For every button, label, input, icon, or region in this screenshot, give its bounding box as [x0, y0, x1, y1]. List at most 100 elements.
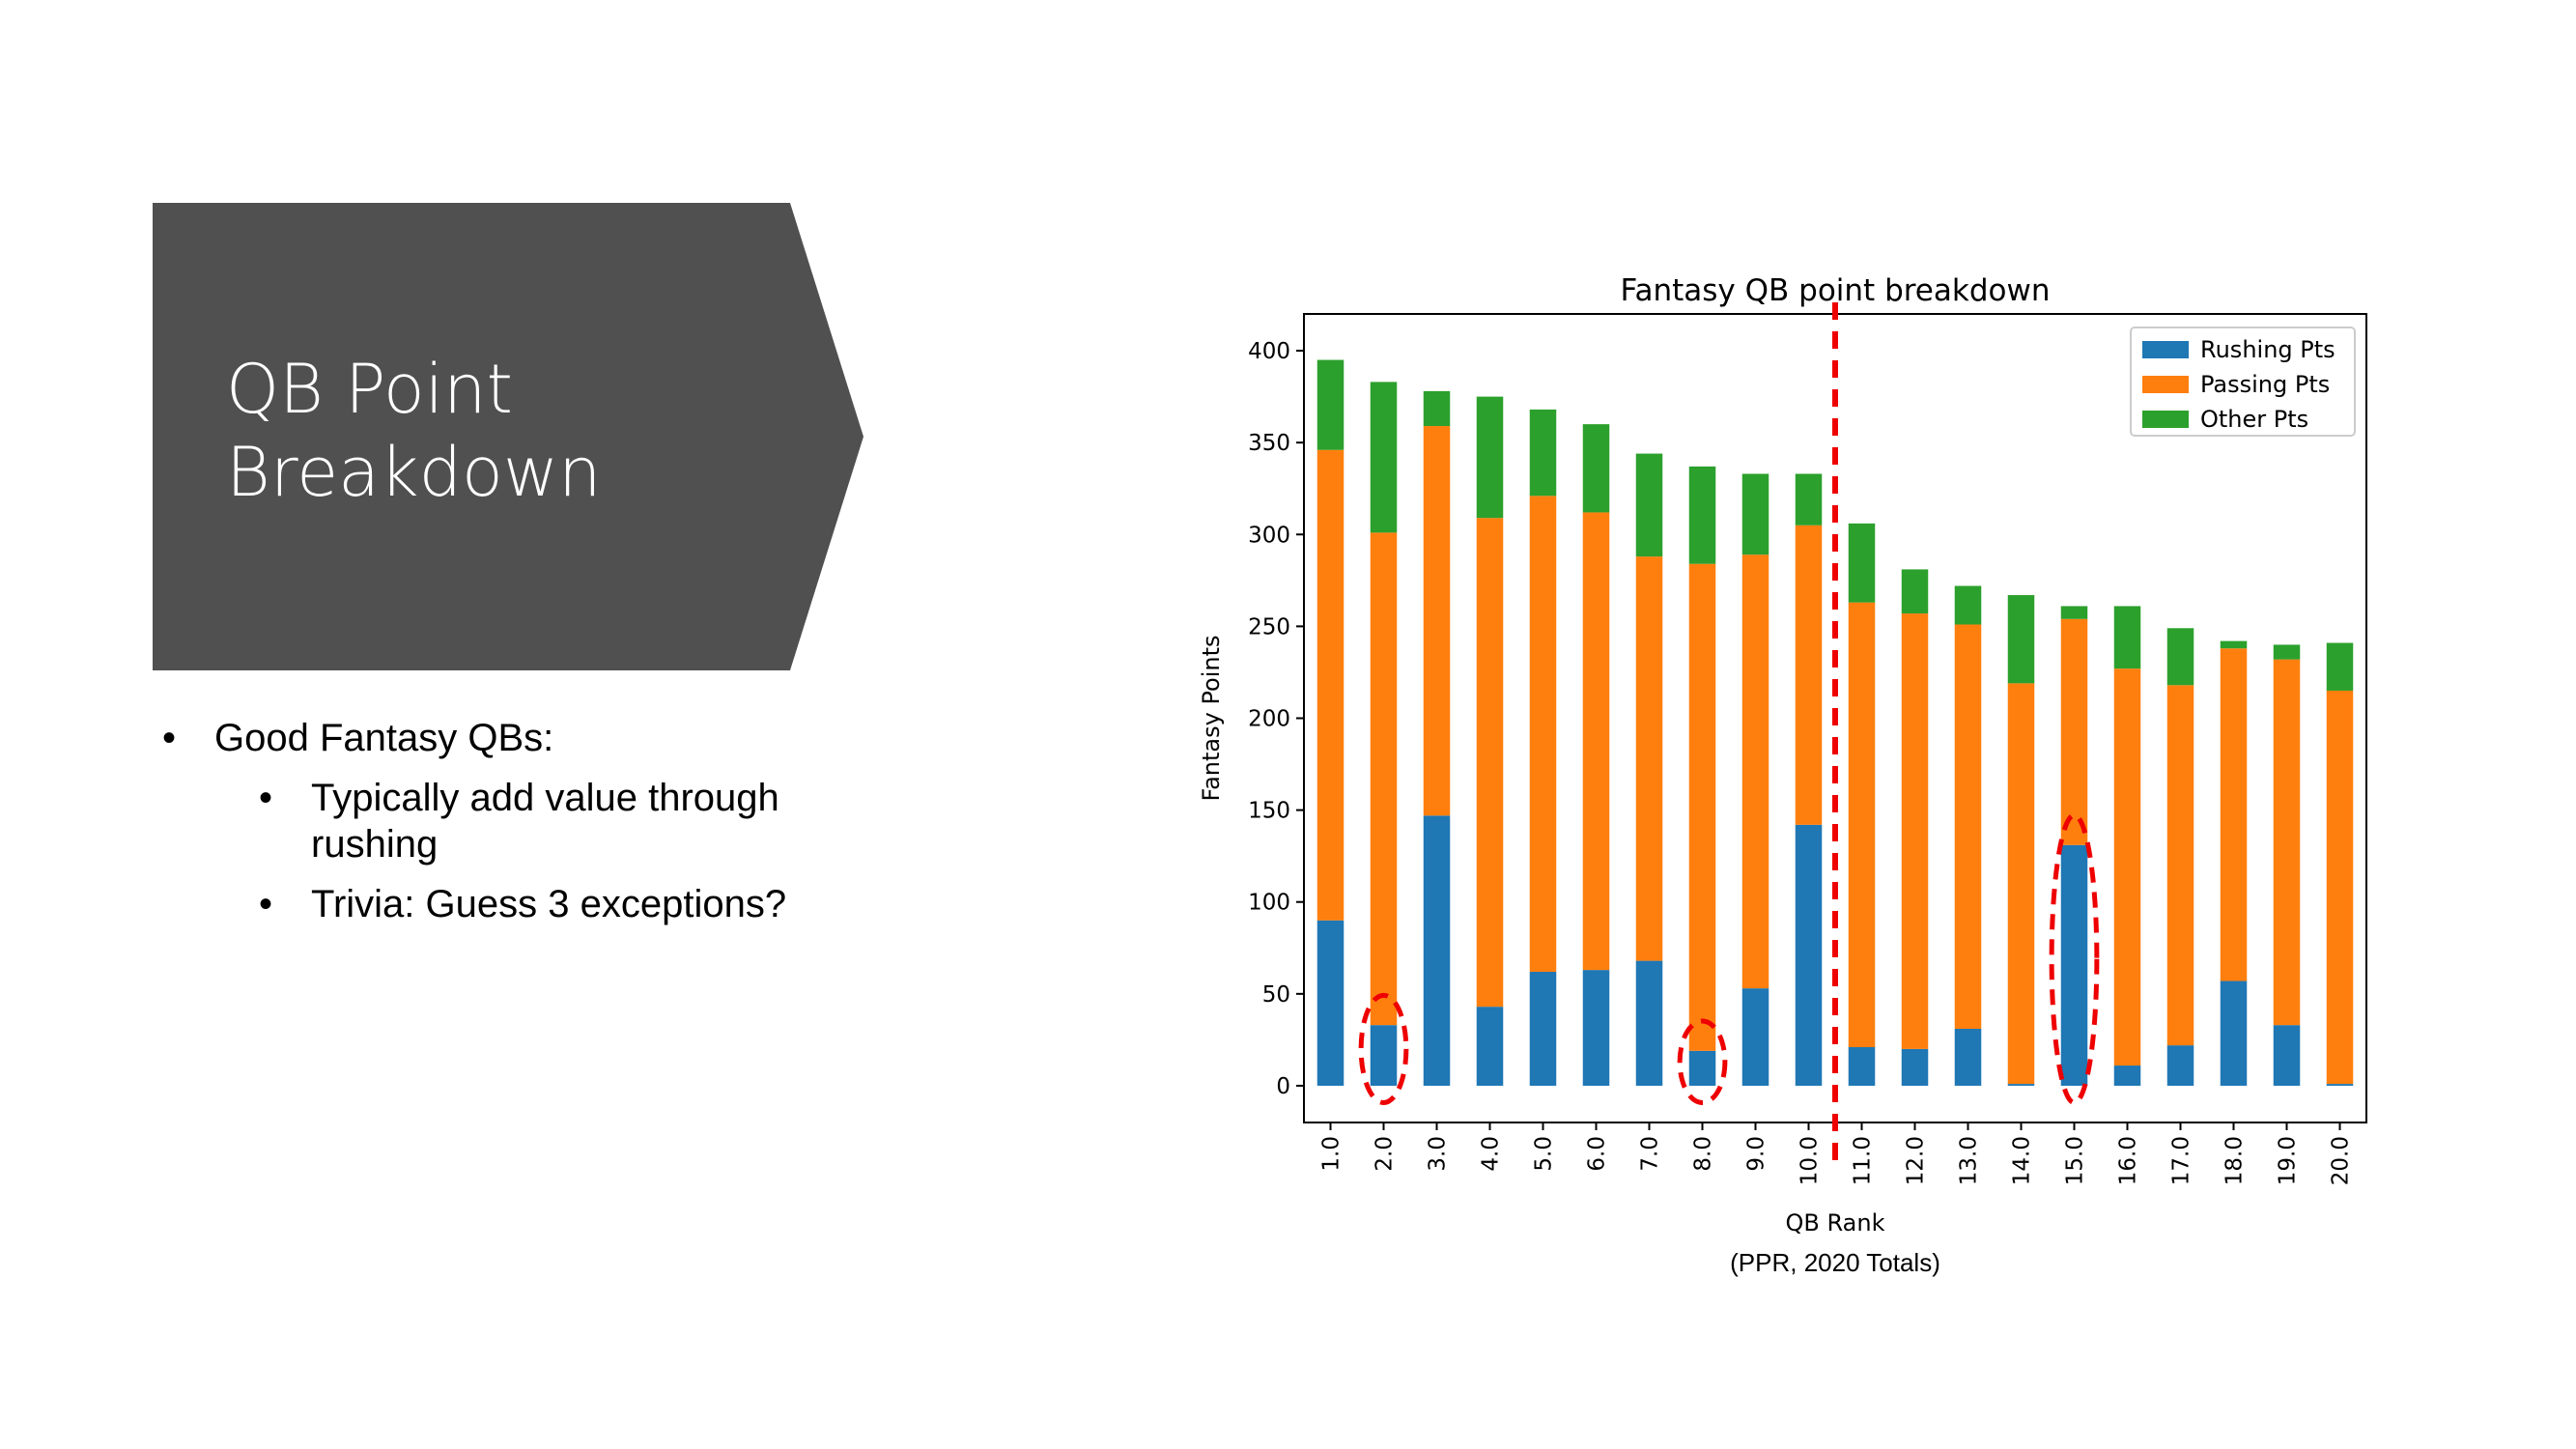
bar-other-pts: [1582, 424, 1610, 513]
bar-passing-pts: [1582, 512, 1610, 971]
slide-title-line1: QB Point: [226, 350, 513, 429]
x-tick-label: 9.0: [1744, 1136, 1769, 1172]
bullet-text-continuation: rushing: [311, 823, 439, 866]
chart-svg: Fantasy QB point breakdown05010015020025…: [1198, 273, 2367, 1277]
bullet-glyph: •: [259, 883, 273, 925]
bar-rushing-pts: [2326, 1084, 2354, 1086]
x-tick-label: 3.0: [1426, 1136, 1451, 1172]
x-tick-label: 5.0: [1532, 1136, 1557, 1172]
x-axis-label: QB Rank: [1786, 1209, 1885, 1236]
bar-rushing-pts: [1316, 920, 1345, 1086]
bar-passing-pts: [2166, 685, 2194, 1046]
y-tick-label: 0: [1276, 1074, 1290, 1099]
bar-other-pts: [1635, 453, 1663, 557]
bar-rushing-pts: [1476, 1007, 1504, 1086]
x-tick-label: 15.0: [2063, 1136, 2088, 1185]
x-tick-label: 11.0: [1851, 1136, 1876, 1185]
legend-swatch: [2142, 376, 2189, 393]
legend-swatch: [2142, 411, 2189, 428]
bar-rushing-pts: [1901, 1048, 1929, 1086]
bar-rushing-pts: [1954, 1028, 1982, 1086]
y-tick-label: 400: [1248, 339, 1290, 364]
bar-other-pts: [1848, 523, 1876, 603]
legend-label: Other Pts: [2200, 406, 2308, 433]
x-tick-label: 2.0: [1373, 1136, 1398, 1172]
y-tick-label: 100: [1248, 891, 1290, 916]
sub-bullet-item: • Trivia: Guess 3 exceptions?: [158, 881, 892, 927]
y-tick-label: 250: [1248, 614, 1290, 639]
bar-rushing-pts: [2273, 1025, 2301, 1086]
bar-rushing-pts: [1688, 1050, 1716, 1086]
bar-passing-pts: [1741, 554, 1769, 989]
bar-rushing-pts: [2220, 980, 2248, 1086]
bar-other-pts: [1901, 569, 1929, 614]
title-banner-shape: [153, 203, 863, 670]
y-tick-label: 150: [1248, 799, 1290, 824]
x-tick-label: 17.0: [2169, 1136, 2194, 1185]
bar-other-pts: [2060, 606, 2088, 619]
chart-caption: (PPR, 2020 Totals): [1730, 1248, 1940, 1277]
bar-rushing-pts: [1795, 824, 1823, 1086]
exception-circle: [2049, 812, 2100, 1105]
bar-passing-pts: [1901, 613, 1929, 1049]
bar-rushing-pts: [2060, 844, 2088, 1086]
x-tick-label: 20.0: [2329, 1136, 2354, 1185]
bar-other-pts: [1741, 473, 1769, 555]
bar-passing-pts: [1688, 563, 1716, 1051]
bar-passing-pts: [1529, 496, 1557, 973]
x-tick-label: 14.0: [2010, 1136, 2035, 1185]
y-tick-label: 200: [1248, 707, 1290, 732]
bar-other-pts: [1688, 466, 1716, 564]
bar-passing-pts: [2007, 683, 2035, 1085]
bullet-list: • Good Fantasy QBs: • Typically add valu…: [158, 715, 892, 941]
bar-passing-pts: [2113, 668, 2141, 1066]
bar-other-pts: [2273, 644, 2301, 660]
slide-title-line2: Breakdown: [226, 433, 602, 512]
bullet-text: Trivia: Guess 3 exceptions?: [311, 883, 787, 925]
bar-passing-pts: [1316, 449, 1345, 921]
bar-rushing-pts: [1635, 960, 1663, 1086]
bar-passing-pts: [2326, 690, 2354, 1085]
bar-rushing-pts: [2113, 1065, 2141, 1086]
title-banner: QB Point Breakdown: [153, 203, 863, 670]
bar-other-pts: [2220, 640, 2248, 649]
legend-swatch: [2142, 341, 2189, 358]
bullet-glyph: •: [162, 717, 177, 759]
bar-passing-pts: [1423, 426, 1451, 816]
exception-circle: [1677, 1018, 1728, 1105]
y-tick-label: 300: [1248, 523, 1290, 548]
legend-label: Passing Pts: [2200, 371, 2330, 398]
bar-other-pts: [2007, 595, 2035, 684]
y-tick-label: 50: [1262, 982, 1290, 1008]
bar-other-pts: [1370, 382, 1398, 533]
chart: Fantasy QB point breakdown 0 50 100 150 200 25…: [1188, 261, 2405, 1285]
bar-other-pts: [1316, 359, 1345, 450]
bar-other-pts: [2113, 606, 2141, 669]
bar-other-pts: [2326, 642, 2354, 691]
bar-rushing-pts: [1582, 970, 1610, 1086]
bar-rushing-pts: [1423, 815, 1451, 1086]
y-axis-label: Fantasy Points: [1198, 635, 1225, 801]
legend-label: Rushing Pts: [2200, 336, 2335, 363]
bullet-text: Good Fantasy QBs:: [214, 717, 554, 759]
bar-other-pts: [1476, 396, 1504, 519]
bar-other-pts: [1954, 585, 1982, 625]
x-tick-label: 12.0: [1904, 1136, 1929, 1185]
bullet-glyph: •: [259, 777, 273, 819]
bar-other-pts: [1423, 390, 1451, 427]
x-tick-label: 4.0: [1479, 1136, 1504, 1172]
bar-other-pts: [1795, 473, 1823, 526]
y-tick-label: 350: [1248, 431, 1290, 456]
bar-other-pts: [1529, 409, 1557, 497]
bar-passing-pts: [2060, 618, 2088, 845]
x-tick-label: 8.0: [1691, 1136, 1716, 1172]
bar-passing-pts: [1848, 602, 1876, 1048]
bar-rushing-pts: [2166, 1045, 2194, 1086]
bar-other-pts: [2166, 628, 2194, 686]
bar-passing-pts: [1635, 556, 1663, 961]
bar-passing-pts: [1370, 532, 1398, 1026]
bar-passing-pts: [1795, 525, 1823, 825]
x-tick-label: 19.0: [2276, 1136, 2301, 1185]
x-tick-label: 6.0: [1585, 1136, 1610, 1172]
x-tick-label: 13.0: [1957, 1136, 1982, 1185]
